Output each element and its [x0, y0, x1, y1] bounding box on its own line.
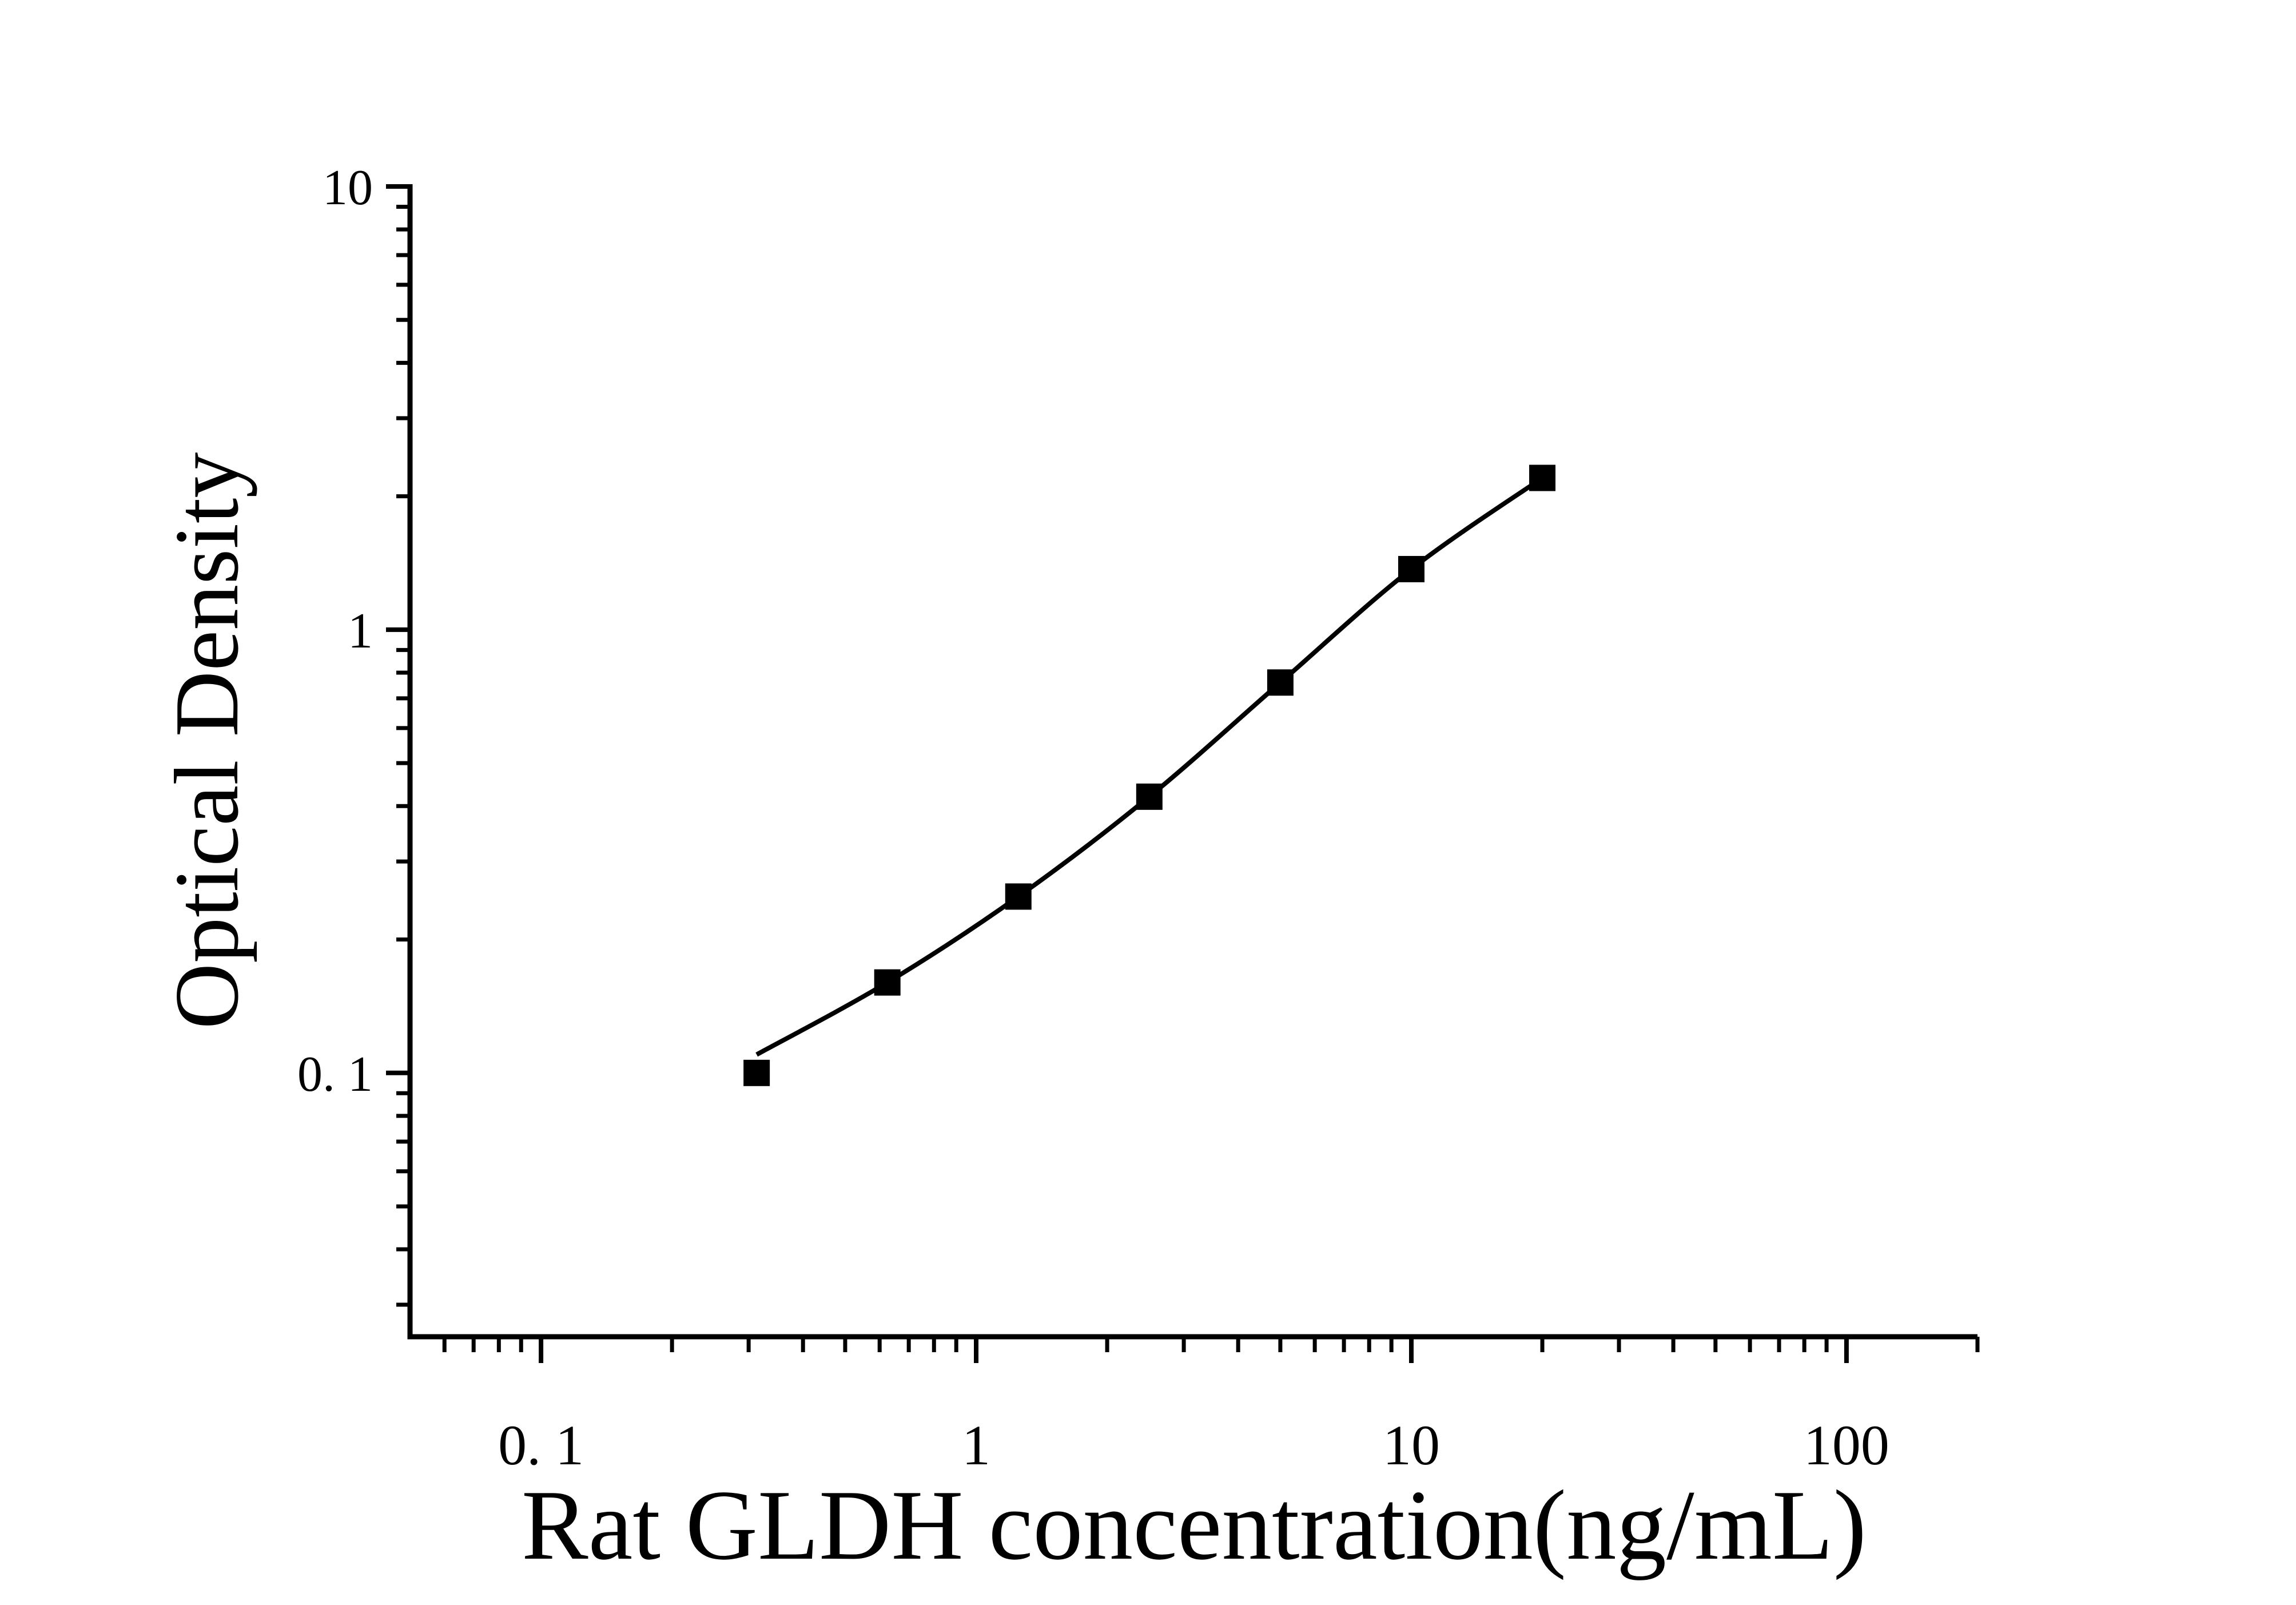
data-point-marker	[874, 969, 901, 996]
data-point-marker	[1267, 669, 1294, 696]
axis-ticks	[386, 184, 1980, 1363]
data-point-marker	[743, 1059, 770, 1086]
axis-tick-labels: 0. 1 1 10 100 10 1 0. 1	[297, 160, 1889, 1477]
y-axis-title: Optical Density	[156, 452, 257, 1030]
data-point-marker	[1398, 555, 1424, 582]
data-point-marker	[1529, 464, 1556, 491]
y-tick-label: 0. 1	[297, 1047, 373, 1102]
data-point-marker	[1136, 783, 1163, 810]
x-tick-label: 0. 1	[498, 1413, 584, 1477]
x-tick-label: 100	[1804, 1413, 1889, 1477]
plot-area	[743, 464, 1556, 1086]
x-tick-label: 10	[1383, 1413, 1440, 1477]
x-tick-label: 1	[962, 1413, 990, 1477]
data-point-marker	[1005, 883, 1032, 910]
y-tick-label: 10	[323, 160, 373, 216]
y-tick-label: 1	[348, 603, 373, 659]
x-axis-title: Rat GLDH concentration(ng/mL)	[522, 1469, 1867, 1580]
